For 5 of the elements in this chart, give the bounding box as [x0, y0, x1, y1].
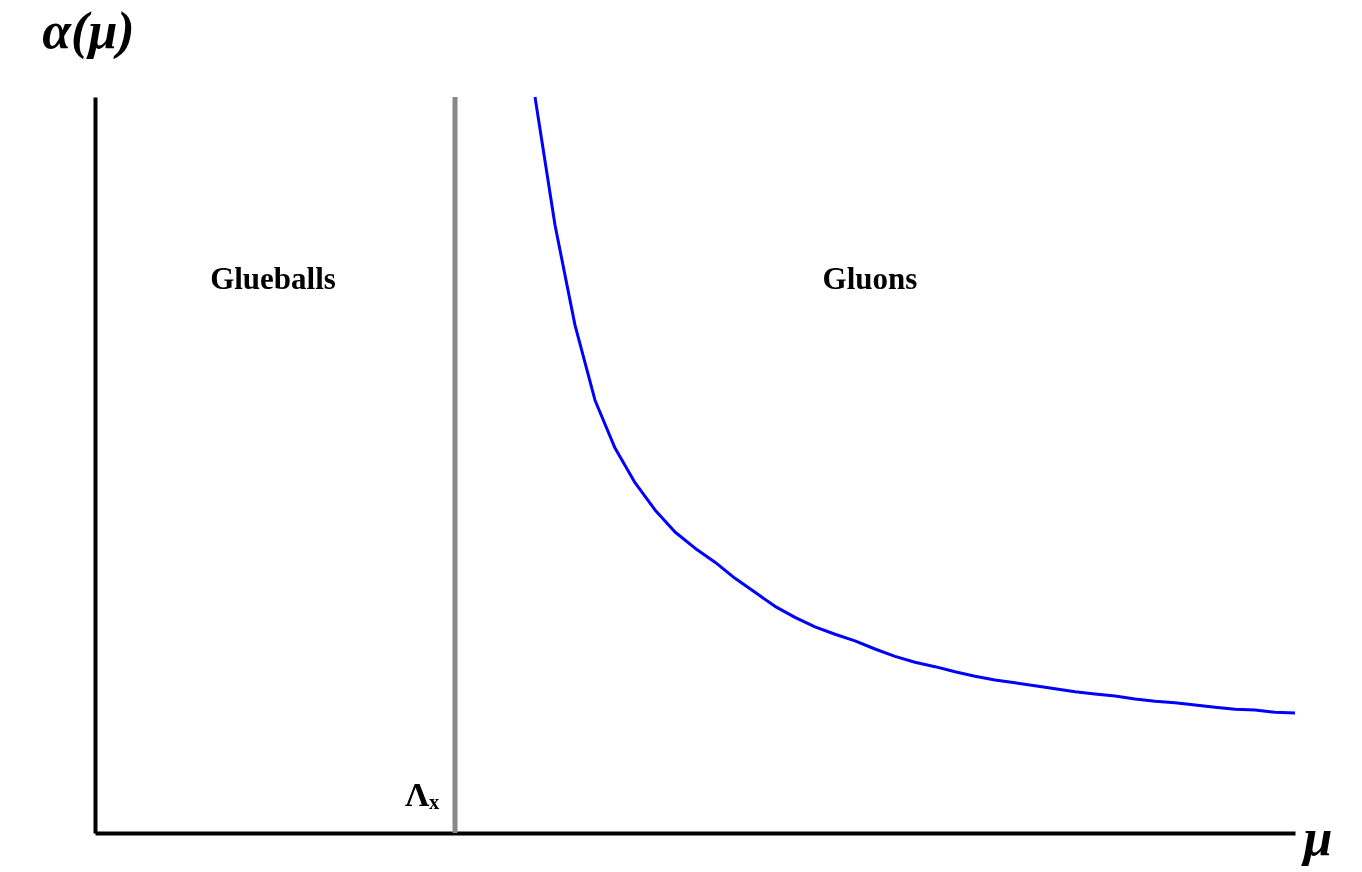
- annotation: Gluons: [822, 261, 918, 296]
- annotation: Glueballs: [210, 261, 336, 296]
- y-axis-title: α(μ): [42, 1, 135, 60]
- x-axis-title: μ: [1300, 808, 1333, 866]
- annotation: Λₓ: [404, 776, 440, 813]
